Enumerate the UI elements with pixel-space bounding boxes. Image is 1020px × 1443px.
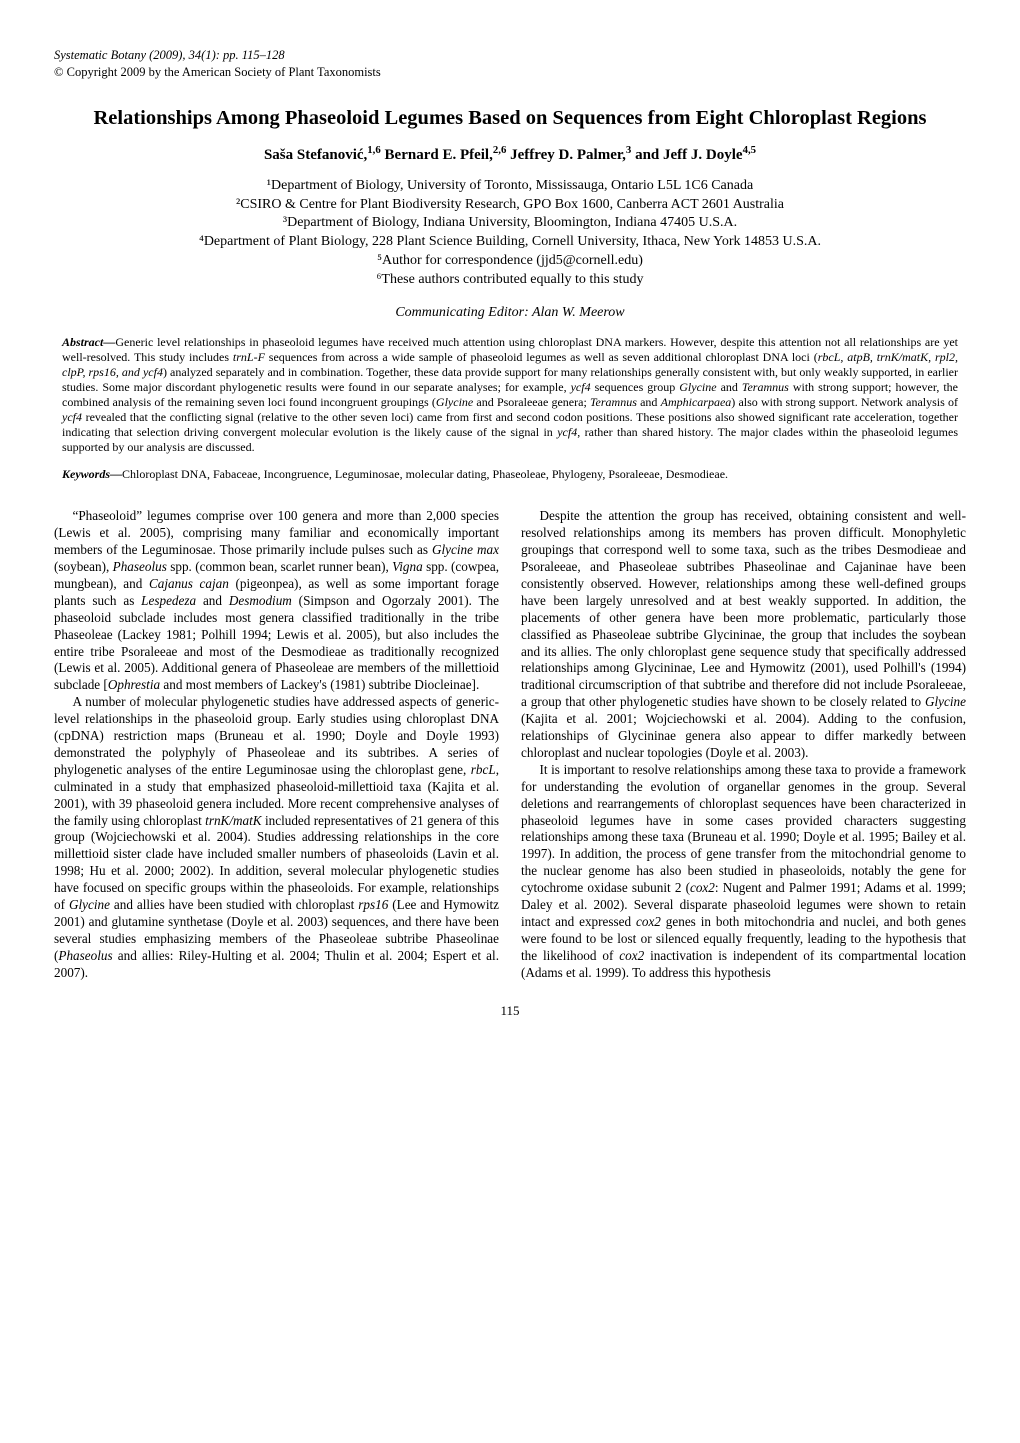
copyright-line: © Copyright 2009 by the American Society…	[54, 65, 966, 81]
affiliation-line: ¹Department of Biology, University of To…	[54, 177, 966, 196]
running-head: Systematic Botany (2009), 34(1): pp. 115…	[54, 48, 966, 64]
affiliation-line: ⁵Author for correspondence (jjd5@cornell…	[54, 252, 966, 271]
author-list: Saša Stefanović,1,6 Bernard E. Pfeil,2,6…	[54, 146, 966, 165]
communicating-editor: Communicating Editor: Alan W. Meerow	[54, 304, 966, 322]
body-paragraph: A number of molecular phylogenetic studi…	[54, 694, 499, 981]
abstract-label: Abstract—	[62, 335, 115, 349]
page-number: 115	[54, 1003, 966, 1019]
keywords: Keywords—Chloroplast DNA, Fabaceae, Inco…	[62, 467, 958, 482]
keywords-text: Chloroplast DNA, Fabaceae, Incongruence,…	[122, 467, 728, 481]
affiliation-line: ⁶These authors contributed equally to th…	[54, 271, 966, 290]
abstract: Abstract—Generic level relationships in …	[62, 335, 958, 455]
affiliation-line: ³Department of Biology, Indiana Universi…	[54, 214, 966, 233]
body-paragraph: Despite the attention the group has rece…	[521, 508, 966, 761]
abstract-text: Generic level relationships in phaseoloi…	[62, 335, 958, 454]
affiliation-line: ²CSIRO & Centre for Plant Biodiversity R…	[54, 196, 966, 215]
keywords-label: Keywords—	[62, 467, 122, 481]
affiliation-line: ⁴Department of Plant Biology, 228 Plant …	[54, 233, 966, 252]
article-title: Relationships Among Phaseoloid Legumes B…	[54, 106, 966, 132]
body-paragraph: “Phaseoloid” legumes comprise over 100 g…	[54, 508, 499, 694]
affiliations: ¹Department of Biology, University of To…	[54, 177, 966, 290]
body-columns: “Phaseoloid” legumes comprise over 100 g…	[54, 508, 966, 981]
body-paragraph: It is important to resolve relationships…	[521, 762, 966, 982]
